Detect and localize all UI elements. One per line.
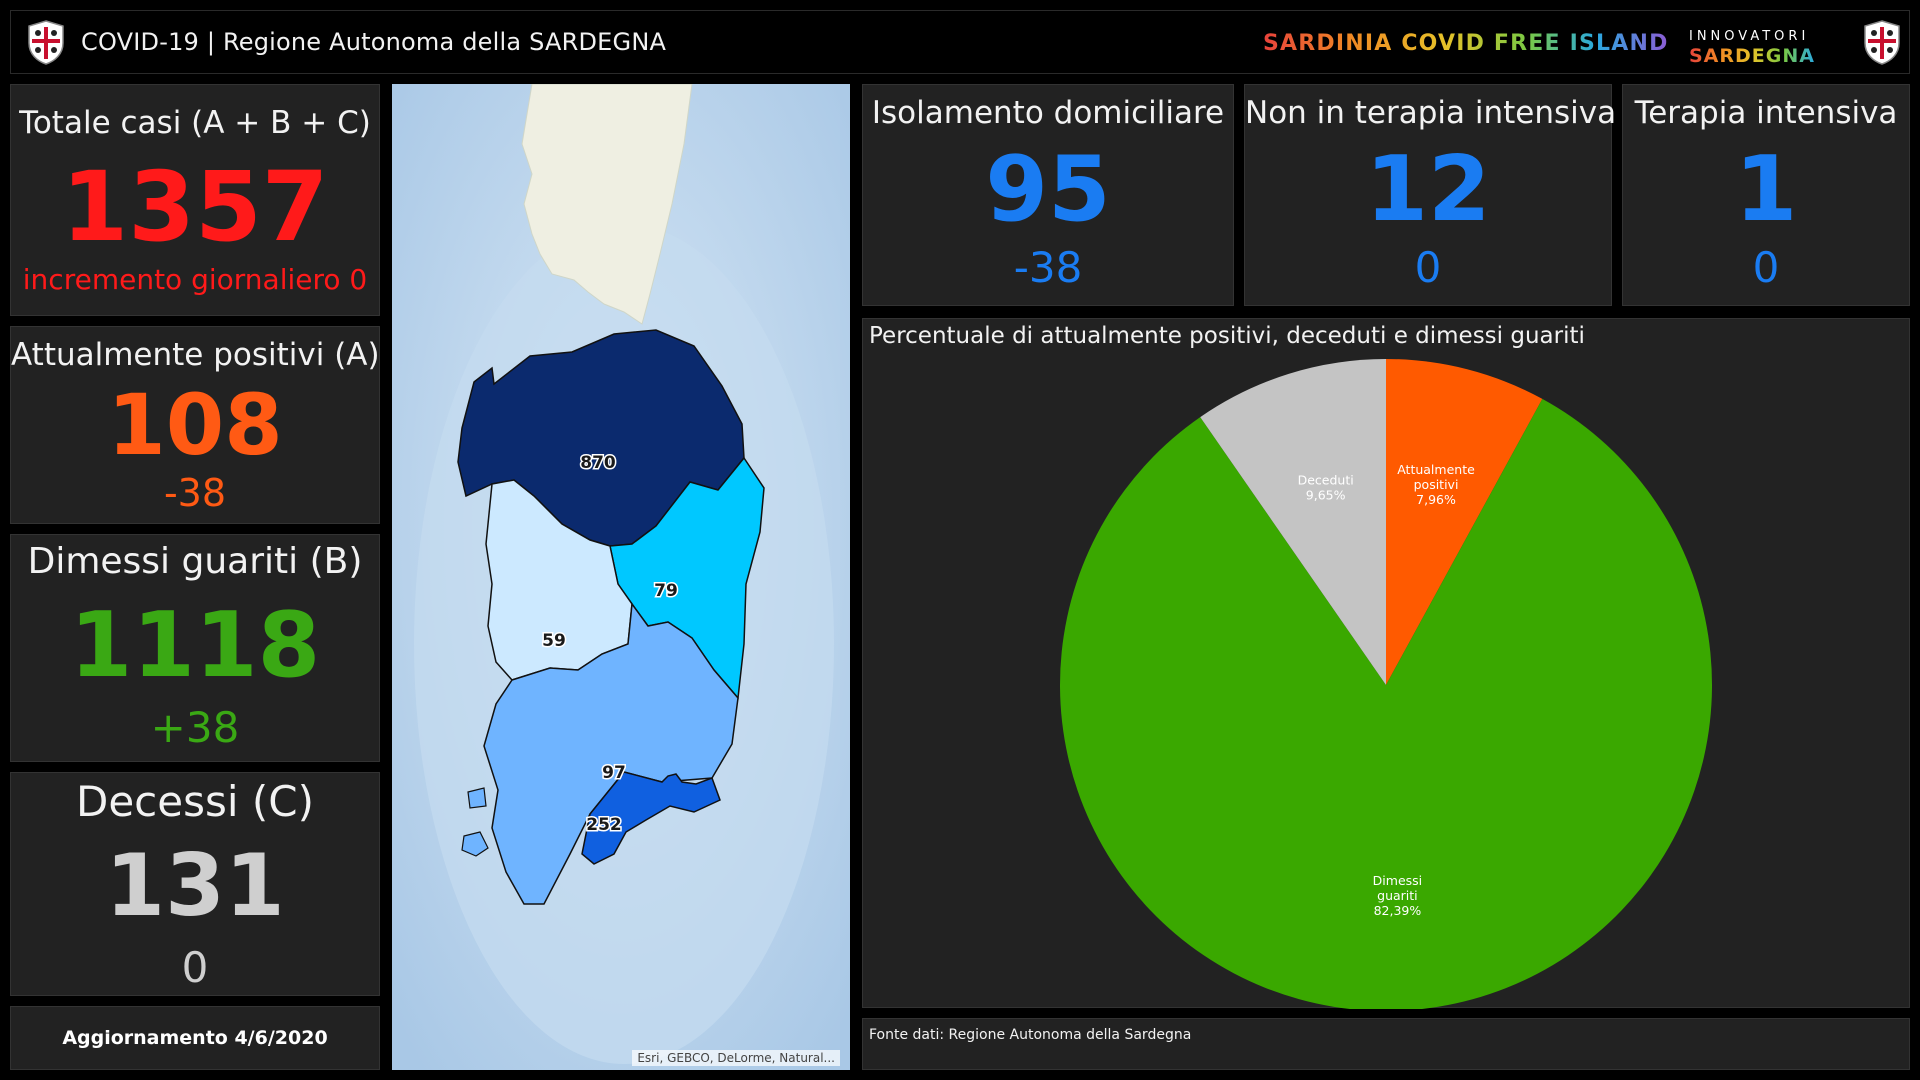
map-label-ovest: 59 [542,631,566,651]
pie-label-deceduti: Deceduti 9,65% [1298,473,1354,503]
kpi-decessi-panel: Decessi (C) 131 0 [10,772,380,996]
source-label: Fonte dati: Regione Autonoma della Sarde… [869,1027,1192,1043]
partner-logo-top: INNOVATORI [1689,29,1810,44]
map-label-centro-sud: 97 [602,763,626,783]
map-island-sant-antioco [461,831,489,857]
kpi-totale-value: 1357 [61,151,329,263]
update-panel: Aggiornamento 4/6/2020 [10,1006,380,1070]
kpi-decessi-label: Decessi (C) [76,777,314,826]
stat-isolamento-panel: Isolamento domiciliare 95 -38 [862,84,1234,306]
stat-intensiva-panel: Terapia intensiva 1 0 [1622,84,1910,306]
kpi-guariti-label: Dimessi guariti (B) [27,541,363,582]
pie-slice-attualmente-positivi[interactable] [1386,359,1543,685]
pie-chart-panel: Percentuale di attualmente positivi, dec… [862,318,1911,1009]
stat-non-intensiva-panel: Non in terapia intensiva 12 0 [1244,84,1617,306]
stat-intensiva-sub: 0 [1752,243,1780,292]
pie-slice-dimessi-guariti[interactable] [1060,398,1712,1009]
map-panel[interactable]: 870 79 59 97 252 Esri, GEBCO, DeLorme, N… [392,84,850,1070]
kpi-decessi-sub: 0 [181,943,209,992]
map-region-sud[interactable] [581,771,721,865]
stat-non-intensiva-value: 12 [1365,137,1491,242]
source-panel: Fonte dati: Regione Autonoma della Sarde… [862,1018,1910,1070]
campaign-logo-text: SARDINIA COVID FREE ISLAND [1263,31,1669,56]
kpi-guariti-sub: +38 [150,703,240,752]
pie-label-attualmente-positivi: Attualmente positivi 7,96% [1397,462,1475,507]
partner-logo-bottom: SARDEGNA [1689,45,1815,67]
corsica-landmass [521,84,693,325]
kpi-positivi-value: 108 [107,376,283,474]
dashboard-title: COVID-19 | Regione Autonoma della SARDEG… [81,28,667,56]
kpi-positivi-sub: -38 [163,471,227,515]
map-label-sud: 252 [586,815,622,835]
map-attribution[interactable]: Esri, GEBCO, DeLorme, Natural... [632,1050,840,1066]
sardinia-crest-icon [28,20,64,65]
kpi-totale-label: Totale casi (A + B + C) [19,105,371,141]
kpi-positivi-label: Attualmente positivi (A) [11,337,380,373]
stat-intensiva-value: 1 [1734,137,1798,242]
kpi-positivi-panel: Attualmente positivi (A) 108 -38 [10,326,380,524]
kpi-guariti-panel: Dimessi guariti (B) 1118 +38 [10,534,380,762]
update-label: Aggiornamento 4/6/2020 [62,1027,328,1049]
pie-chart-svg[interactable]: Attualmente positivi 7,96% Dimessi guariti 82… [863,319,1911,1009]
pie-label-dimessi-guariti: Dimessi guariti 82,39% [1373,873,1422,918]
kpi-totale-sub: incremento giornaliero 0 [22,263,368,296]
kpi-guariti-value: 1118 [69,593,321,698]
pie-slice-deceduti[interactable] [1200,359,1386,685]
map-label-est: 79 [654,581,678,601]
stat-non-intensiva-label: Non in terapia intensiva [1245,95,1617,131]
stat-isolamento-sub: -38 [1013,243,1083,292]
stat-intensiva-label: Terapia intensiva [1634,95,1898,131]
pie-chart-title: Percentuale di attualmente positivi, dec… [869,323,1585,349]
sardinia-crest-icon-right [1864,20,1900,65]
header-bar: COVID-19 | Regione Autonoma della SARDEG… [10,10,1910,74]
kpi-decessi-value: 131 [105,836,285,936]
stat-non-intensiva-sub: 0 [1414,243,1442,292]
map-canvas[interactable]: 870 79 59 97 252 [392,84,850,1070]
map-island-san-pietro [467,787,487,809]
stat-isolamento-label: Isolamento domiciliare [871,95,1225,131]
kpi-totale-panel: Totale casi (A + B + C) 1357 incremento … [10,84,380,316]
stat-isolamento-value: 95 [985,137,1111,242]
map-label-nord: 870 [580,453,616,473]
